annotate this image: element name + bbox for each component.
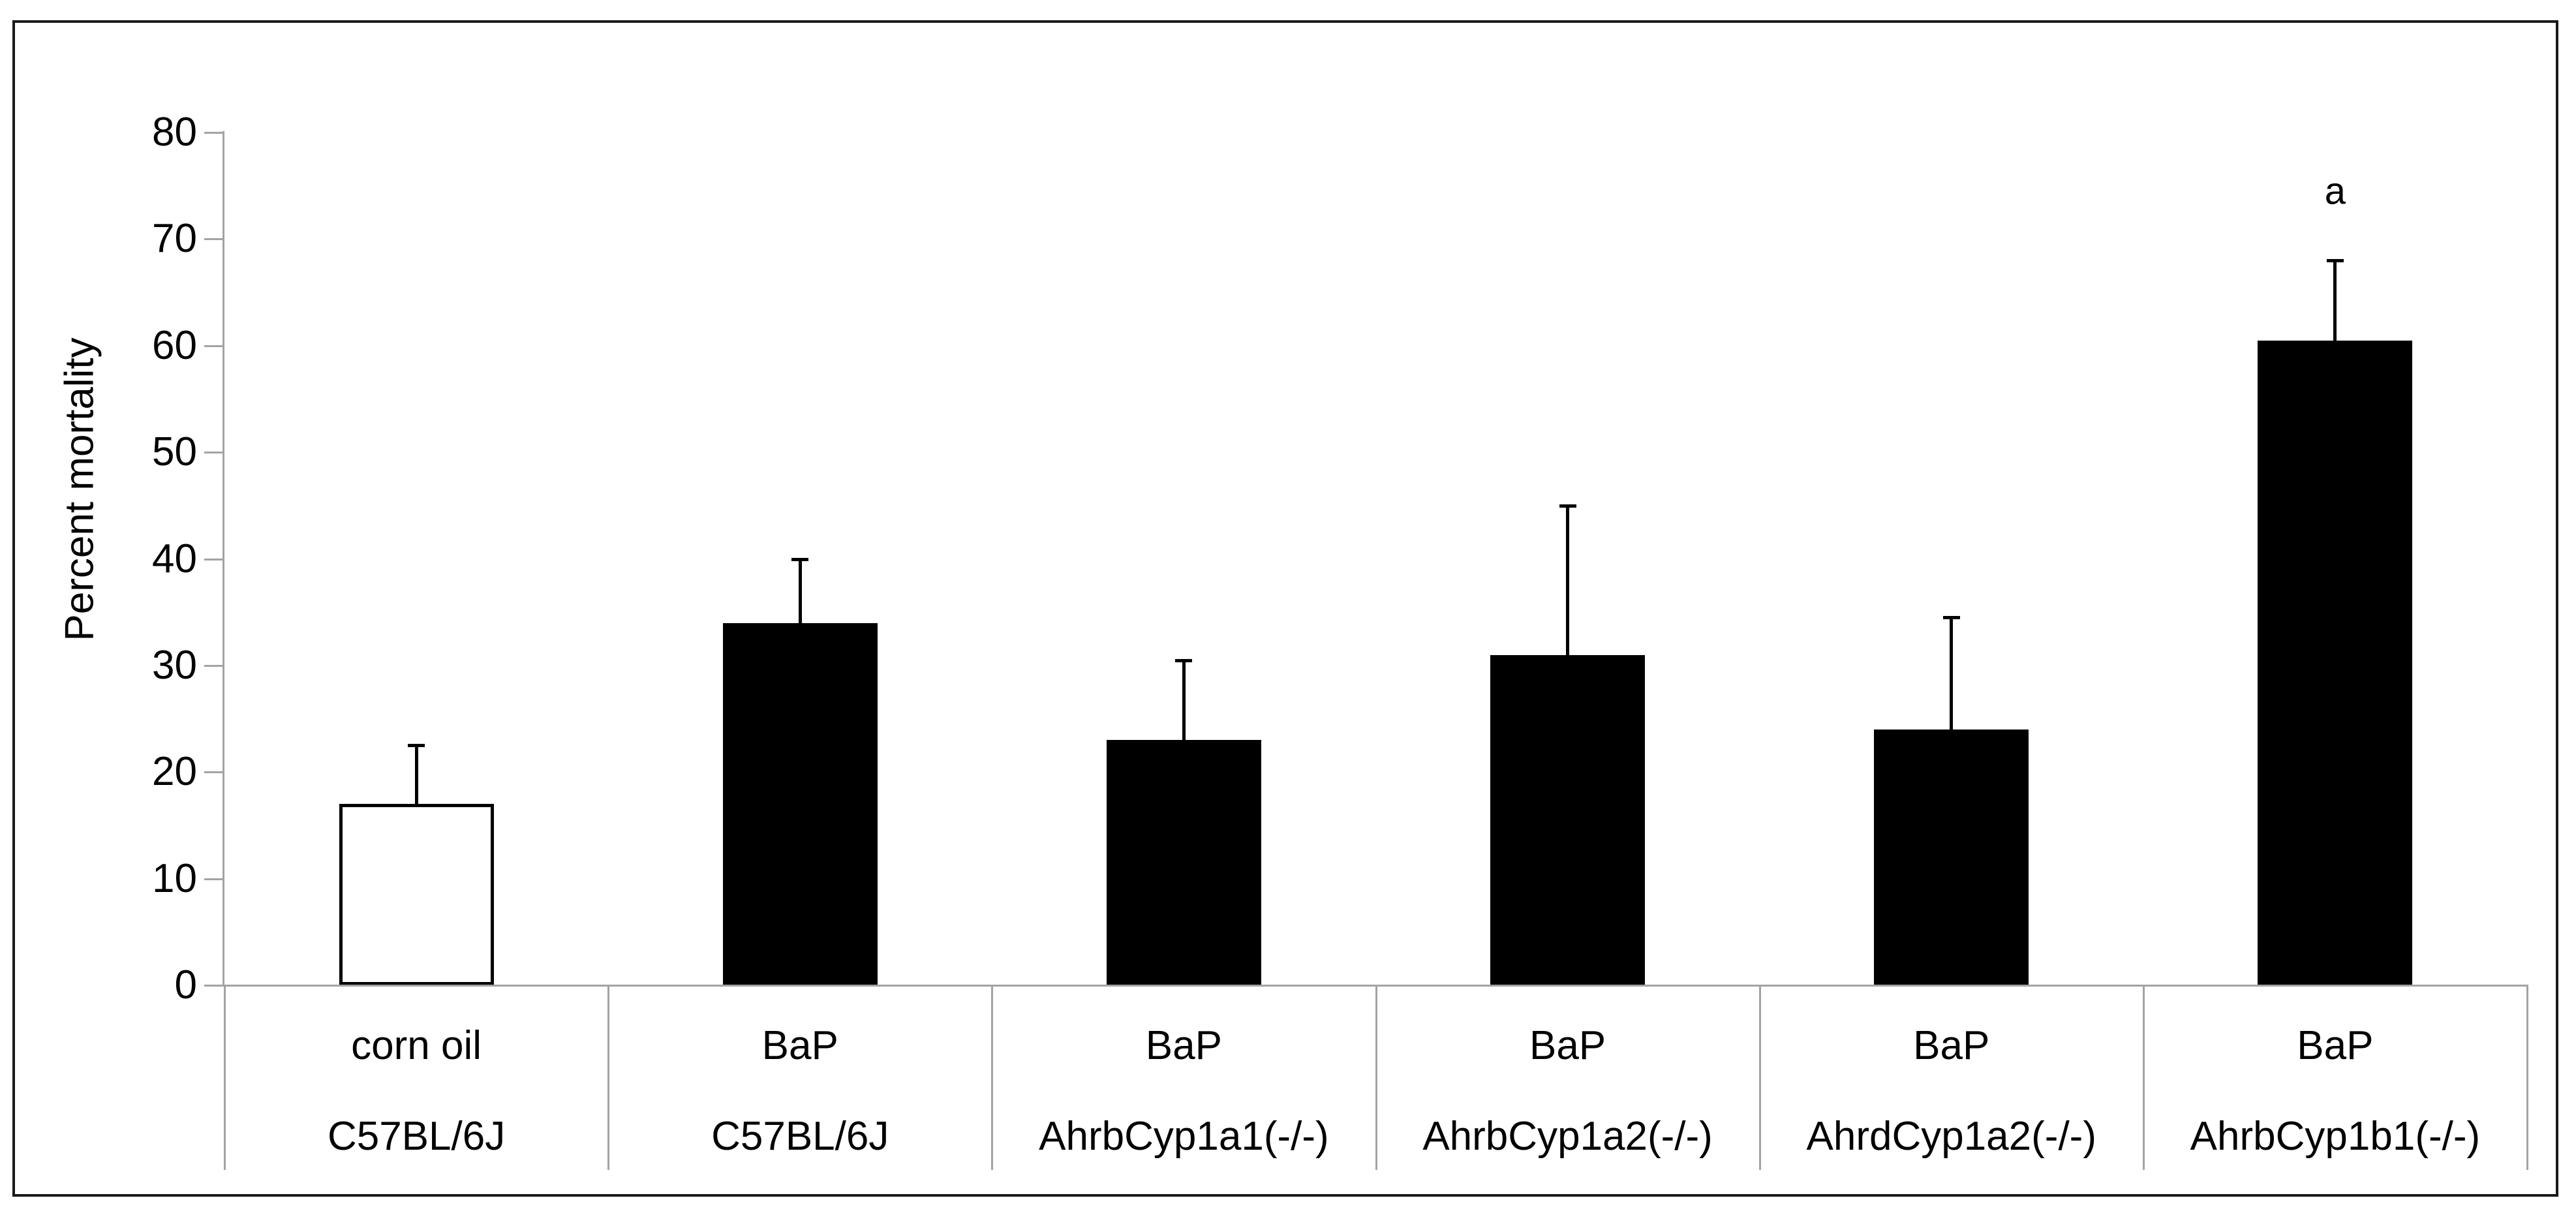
y-axis-line [222, 131, 224, 987]
bar [1106, 740, 1261, 985]
genotype-label: C57BL/6J [327, 1114, 506, 1159]
error-bar-cap [1175, 658, 1193, 662]
genotype-label: AhrbCyp1b1(-/-) [2190, 1114, 2481, 1159]
treatment-label: BaP [1529, 1023, 1606, 1068]
error-bar-whisker [1566, 505, 1570, 655]
y-axis-tick-label: 50 [152, 429, 197, 475]
category-divider-line [1375, 985, 1377, 1170]
y-axis-tick-label: 60 [152, 322, 197, 368]
genotype-label: C57BL/6J [711, 1114, 889, 1159]
error-bar-cap [2326, 259, 2344, 263]
category-divider-line [2142, 985, 2145, 1170]
y-axis-tick [204, 878, 222, 880]
y-axis-title: Percent mortality [57, 337, 102, 641]
y-axis-tick-label: 0 [174, 962, 197, 1007]
significance-annotation: a [2324, 170, 2346, 213]
category-divider-line [224, 985, 226, 1170]
error-bar-cap [791, 557, 809, 561]
error-bar-cap [1559, 504, 1576, 508]
y-axis-tick [204, 985, 222, 987]
genotype-label: AhrbCyp1a2(-/-) [1422, 1114, 1713, 1159]
bar [2258, 340, 2413, 985]
category-divider-line [607, 985, 610, 1170]
y-axis-tick [204, 664, 222, 667]
error-bar-whisker [414, 745, 418, 805]
error-bar-cap [408, 744, 425, 748]
y-axis-tick-label: 20 [152, 749, 197, 795]
y-axis-tick-label: 30 [152, 642, 197, 688]
category-divider-line [1758, 985, 1761, 1170]
y-axis-tick [204, 132, 222, 134]
bar [722, 622, 878, 985]
treatment-label: BaP [761, 1023, 838, 1068]
y-axis-tick [204, 771, 222, 774]
treatment-label: BaP [1913, 1023, 1990, 1068]
genotype-label: AhrbCyp1a1(-/-) [1039, 1114, 1329, 1159]
bar [1490, 654, 1646, 985]
y-axis-tick [204, 452, 222, 454]
bar [1874, 729, 2029, 985]
error-bar-cap [1942, 616, 1960, 620]
error-bar-whisker [798, 559, 802, 623]
error-bar-whisker [1950, 617, 1954, 729]
category-divider-line [2526, 985, 2528, 1170]
y-axis-tick-label: 40 [152, 536, 197, 581]
bar [339, 804, 494, 985]
figure-border [12, 20, 2558, 1197]
treatment-label: BaP [1145, 1023, 1222, 1068]
category-divider-line [991, 985, 994, 1170]
treatment-label: corn oil [351, 1023, 482, 1068]
y-axis-tick-label: 10 [152, 855, 197, 901]
y-axis-tick-label: 80 [152, 110, 197, 155]
y-axis-tick [204, 558, 222, 560]
genotype-label: AhrdCyp1a2(-/-) [1806, 1114, 2096, 1159]
error-bar-whisker [1182, 660, 1186, 741]
y-axis-tick-label: 70 [152, 216, 197, 262]
error-bar-whisker [2333, 260, 2337, 341]
treatment-label: BaP [2297, 1023, 2374, 1068]
y-axis-tick [204, 345, 222, 347]
y-axis-tick [204, 238, 222, 241]
